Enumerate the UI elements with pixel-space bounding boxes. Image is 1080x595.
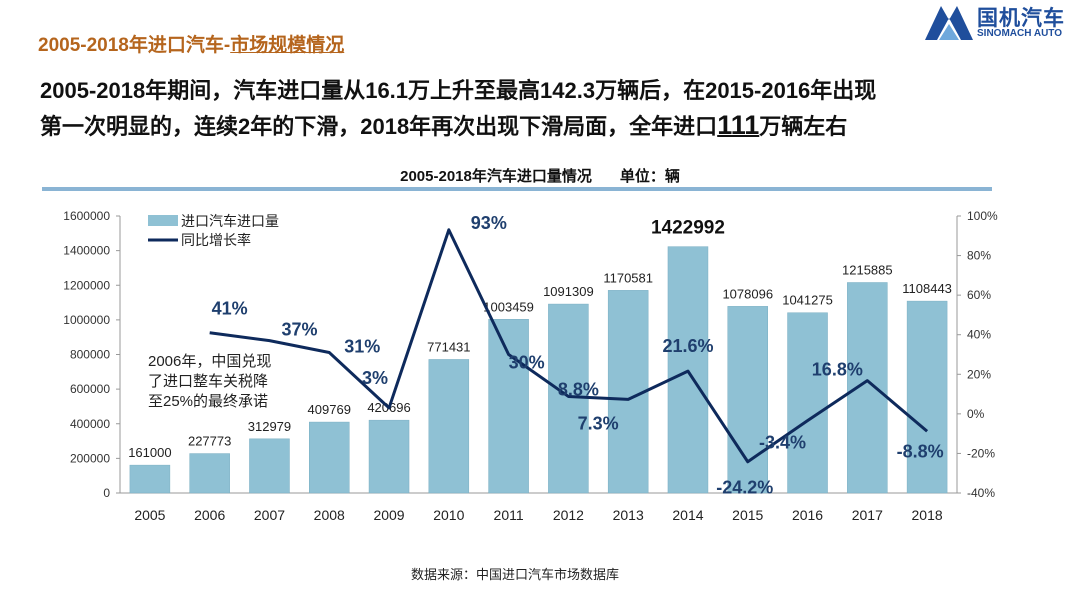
growth-label: 41% xyxy=(212,299,248,319)
growth-label: 30% xyxy=(509,353,545,373)
bar-label-peak: 1422992 xyxy=(651,218,725,239)
annotation-line: 了进口整车关税降 xyxy=(148,373,269,390)
left-tick-label: 400000 xyxy=(70,417,110,431)
left-tick-label: 1600000 xyxy=(63,209,110,223)
chart-title-text: 2005-2018年汽车进口量情况 xyxy=(400,168,592,185)
growth-label: -24.2% xyxy=(716,478,773,498)
bar-label: 1091309 xyxy=(543,284,594,299)
sinomach-logo: 国机汽车 SINOMACH AUTO xyxy=(925,2,1075,42)
left-tick-label: 1200000 xyxy=(63,278,110,292)
bar xyxy=(847,282,888,494)
legend-line-label: 同比增长率 xyxy=(181,232,251,248)
right-tick-label: 20% xyxy=(967,367,991,381)
x-tick-label: 2007 xyxy=(254,507,285,523)
logo-mountain-icon xyxy=(925,6,973,40)
left-tick-label: 1000000 xyxy=(63,313,110,327)
bar-label: 1041275 xyxy=(782,293,833,308)
headline: 2005-2018年期间，汽车进口量从16.1万上升至最高142.3万辆后，在2… xyxy=(40,74,1060,144)
legend-bar-swatch xyxy=(148,215,178,226)
bar-label: 1170581 xyxy=(603,270,653,285)
right-tick-label: -40% xyxy=(967,486,995,500)
bar-label: 1003459 xyxy=(483,299,534,314)
x-tick-label: 2010 xyxy=(433,507,464,523)
chart-unit: 单位：辆 xyxy=(619,168,680,185)
growth-label: 31% xyxy=(344,337,380,357)
bar xyxy=(787,312,828,494)
growth-label: 3% xyxy=(362,368,388,388)
x-tick-label: 2018 xyxy=(912,507,943,523)
x-tick-label: 2008 xyxy=(314,507,345,523)
section-title-prefix: 2005-2018年进口汽车- xyxy=(38,35,231,56)
headline-line2-post: 万辆左右 xyxy=(759,114,848,139)
annotation-line: 2006年，中国兑现 xyxy=(148,353,272,370)
growth-label: 37% xyxy=(281,320,317,340)
chart-title: 2005-2018年汽车进口量情况 单位：辆 xyxy=(0,165,1080,186)
left-tick-label: 800000 xyxy=(70,348,110,362)
bar xyxy=(727,306,768,494)
section-title-underlined: 市场规模情况 xyxy=(230,35,345,56)
data-source: 数据来源：中国进口汽车市场数据库 xyxy=(410,567,619,582)
left-tick-label: 200000 xyxy=(70,451,110,465)
bar xyxy=(368,419,410,494)
bar-label: 1078096 xyxy=(722,286,773,301)
right-tick-label: 80% xyxy=(967,249,991,263)
right-tick-label: 0% xyxy=(967,407,985,421)
headline-highlight: 111 xyxy=(717,110,760,140)
bar xyxy=(249,438,290,494)
left-tick-label: 1400000 xyxy=(63,244,110,258)
left-tick-label: 0 xyxy=(103,486,110,500)
x-tick-label: 2014 xyxy=(672,507,703,523)
bar-label: 227773 xyxy=(188,434,231,449)
growth-label: 21.6% xyxy=(662,336,713,356)
bar xyxy=(488,319,529,494)
x-tick-label: 2015 xyxy=(732,507,763,523)
growth-label: 8.8% xyxy=(558,379,599,399)
headline-line2-pre: 第一次明显的，连续2年的下滑，2018年再次出现下滑局面，全年进口 xyxy=(40,114,718,139)
annotation: 2006年，中国兑现 了进口整车关税降 至25%的最终承诺 xyxy=(148,352,308,412)
x-tick-label: 2011 xyxy=(494,507,524,523)
bar xyxy=(309,421,350,494)
section-title: 2005-2018年进口汽车-市场规模情况 xyxy=(38,30,344,57)
legend-bar-label: 进口汽车进口量 xyxy=(181,213,279,229)
growth-label: -8.8% xyxy=(897,441,944,461)
logo-en: SINOMACH AUTO xyxy=(977,28,1062,39)
bar xyxy=(129,464,171,494)
bar-label: 312979 xyxy=(248,419,291,434)
left-tick-label: 600000 xyxy=(70,382,110,396)
right-tick-label: -20% xyxy=(967,446,995,460)
headline-line1: 2005-2018年期间，汽车进口量从16.1万上升至最高142.3万辆后，在2… xyxy=(40,78,877,103)
bar-label: 1108443 xyxy=(902,281,952,296)
bar-label: 1215885 xyxy=(842,262,893,277)
x-tick-label: 2017 xyxy=(852,507,883,523)
x-tick-label: 2016 xyxy=(792,507,823,523)
annotation-line: 至25%的最终承诺 xyxy=(148,393,269,410)
title-divider xyxy=(42,187,992,191)
right-tick-label: 100% xyxy=(967,209,998,223)
bar xyxy=(189,453,230,494)
growth-label: 16.8% xyxy=(812,360,863,380)
bar xyxy=(428,359,470,494)
right-tick-label: 60% xyxy=(967,288,991,302)
x-tick-label: 2009 xyxy=(373,507,404,523)
right-tick-label: 40% xyxy=(967,328,991,342)
x-tick-label: 2013 xyxy=(613,507,644,523)
bar-label: 771431 xyxy=(427,339,470,354)
growth-label: 93% xyxy=(471,213,507,233)
bar xyxy=(906,300,948,494)
x-tick-label: 2006 xyxy=(194,507,225,523)
x-tick-label: 2012 xyxy=(553,507,584,523)
growth-label: -3.4% xyxy=(759,433,806,453)
bar-label: 161000 xyxy=(128,445,171,460)
logo-cn: 国机汽车 xyxy=(977,7,1065,30)
x-tick-label: 2005 xyxy=(134,507,165,523)
headline-line2: 第一次明显的，连续2年的下滑，2018年再次出现下滑局面，全年进口111万辆左右 xyxy=(40,108,1060,144)
growth-line xyxy=(209,228,929,464)
growth-label: 7.3% xyxy=(578,413,619,433)
bar-label: 409769 xyxy=(308,402,351,417)
